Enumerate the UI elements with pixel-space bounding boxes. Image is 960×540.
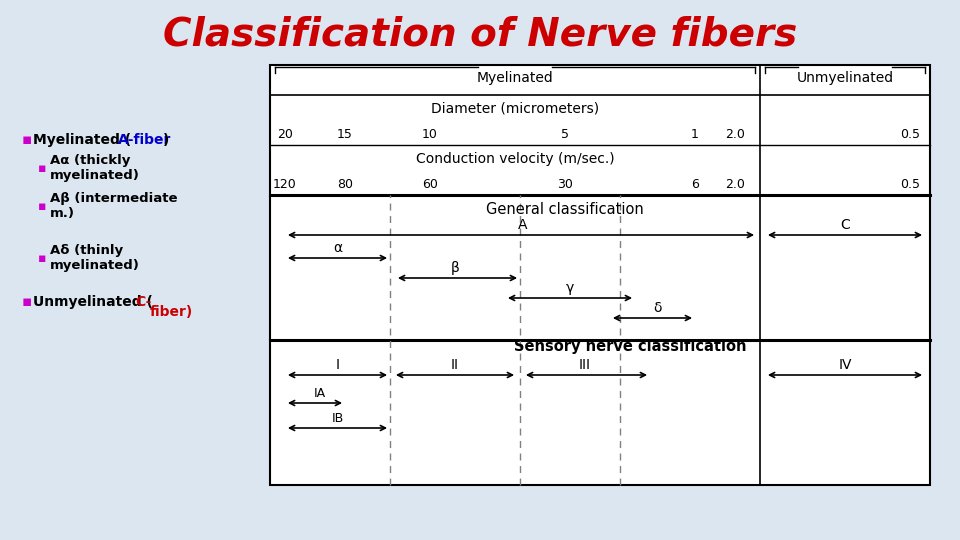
Text: ▪: ▪ [38,199,46,213]
Text: IV: IV [838,358,852,372]
Text: 20: 20 [277,127,293,140]
Text: 30: 30 [557,178,573,191]
Text: Diameter (micrometers): Diameter (micrometers) [431,102,599,116]
Text: ▪: ▪ [38,161,46,174]
Text: Aδ (thinly
myelinated): Aδ (thinly myelinated) [50,244,140,272]
Text: 0.5: 0.5 [900,178,920,191]
Text: Myelinated: Myelinated [476,71,553,85]
Text: ▪: ▪ [22,294,33,309]
Text: α: α [333,241,342,255]
Text: Aβ (intermediate
m.): Aβ (intermediate m.) [50,192,178,220]
Text: A: A [517,218,527,232]
Text: Sensory nerve classification: Sensory nerve classification [514,340,746,354]
Text: 0.5: 0.5 [900,127,920,140]
Text: Unmyelinated: Unmyelinated [797,71,894,85]
Text: ): ) [163,133,169,147]
Text: Unmyelinated (: Unmyelinated ( [33,295,153,309]
Text: β: β [450,261,460,275]
Text: A-fiber: A-fiber [118,133,172,147]
Bar [270,65,930,485]
Text: 5: 5 [561,127,569,140]
Text: 80: 80 [337,178,353,191]
Text: 15: 15 [337,127,353,140]
Text: Myelinated (: Myelinated ( [33,133,132,147]
Text: General classification: General classification [486,202,644,218]
Text: 1: 1 [691,127,699,140]
Text: 10: 10 [422,127,438,140]
Text: II: II [451,358,459,372]
Text: 2.0: 2.0 [725,178,745,191]
Text: 120: 120 [274,178,297,191]
Text: δ: δ [653,301,661,315]
Text: 6: 6 [691,178,699,191]
Text: ▪: ▪ [38,252,46,265]
Text: 60: 60 [422,178,438,191]
Text: ▪: ▪ [22,132,33,147]
Text: IB: IB [331,412,344,425]
Text: III: III [579,358,591,372]
Text: IA: IA [314,387,326,400]
Text: C-: C- [135,295,152,309]
Text: C: C [840,218,850,232]
Text: Aα (thickly
myelinated): Aα (thickly myelinated) [50,154,140,182]
Text: 2.0: 2.0 [725,127,745,140]
Text: fiber): fiber) [150,305,193,319]
Text: I: I [335,358,340,372]
Text: γ: γ [565,281,574,295]
Text: Classification of Nerve fibers: Classification of Nerve fibers [163,16,797,54]
Text: Conduction velocity (m/sec.): Conduction velocity (m/sec.) [416,152,614,166]
